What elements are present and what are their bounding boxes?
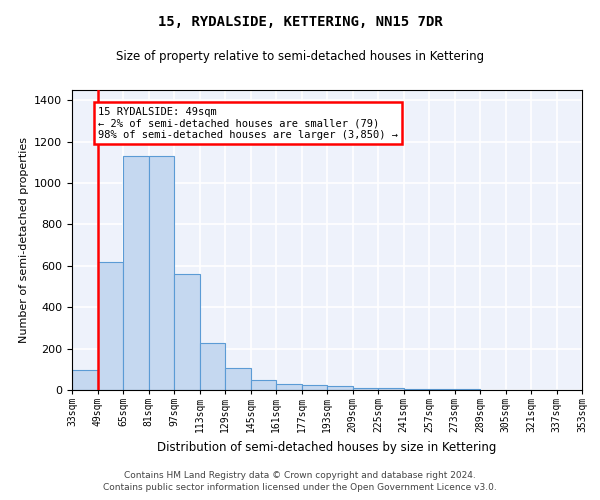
Bar	[123, 156, 149, 390]
Bar	[72, 370, 97, 390]
Bar	[327, 386, 353, 390]
Bar	[174, 274, 199, 390]
Bar	[149, 156, 174, 390]
Text: 15 RYDALSIDE: 49sqm
← 2% of semi-detached houses are smaller (79)
98% of semi-de: 15 RYDALSIDE: 49sqm ← 2% of semi-detache…	[98, 106, 398, 140]
Bar	[225, 368, 251, 390]
Bar	[353, 388, 378, 390]
X-axis label: Distribution of semi-detached houses by size in Kettering: Distribution of semi-detached houses by …	[157, 440, 497, 454]
Bar	[429, 389, 455, 390]
Bar	[199, 344, 225, 390]
Bar	[378, 388, 404, 390]
Y-axis label: Number of semi-detached properties: Number of semi-detached properties	[19, 137, 29, 343]
Bar	[97, 262, 123, 390]
Bar	[404, 389, 429, 390]
Bar	[302, 386, 327, 390]
Text: Size of property relative to semi-detached houses in Kettering: Size of property relative to semi-detach…	[116, 50, 484, 63]
Bar	[276, 384, 302, 390]
Text: 15, RYDALSIDE, KETTERING, NN15 7DR: 15, RYDALSIDE, KETTERING, NN15 7DR	[158, 15, 442, 29]
Text: Contains HM Land Registry data © Crown copyright and database right 2024.
Contai: Contains HM Land Registry data © Crown c…	[103, 471, 497, 492]
Bar	[251, 380, 276, 390]
